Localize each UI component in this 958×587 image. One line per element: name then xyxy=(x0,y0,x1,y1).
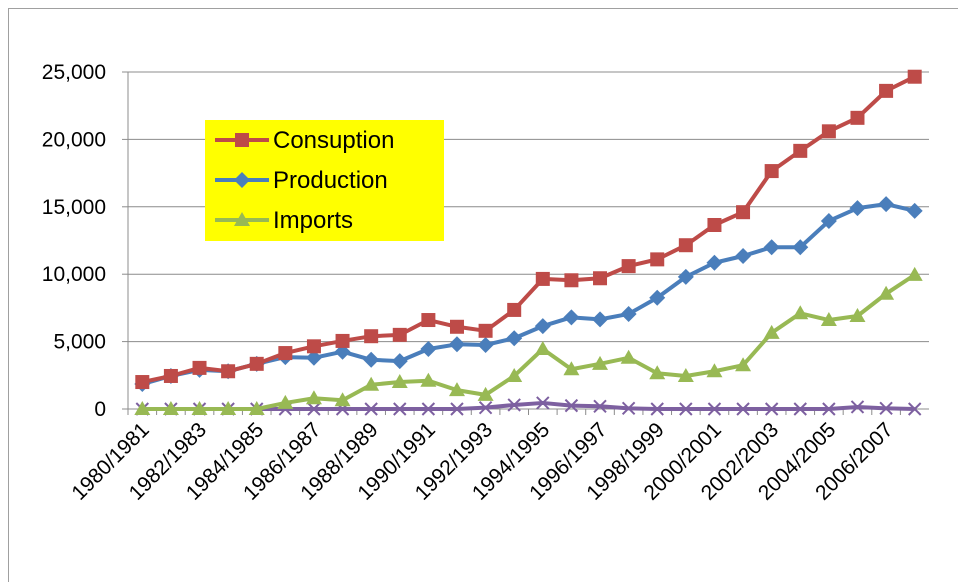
marker xyxy=(449,336,465,352)
marker xyxy=(535,318,551,334)
marker xyxy=(478,337,494,353)
legend-label: Imports xyxy=(273,207,353,234)
marker xyxy=(221,364,235,378)
marker xyxy=(392,353,408,369)
marker xyxy=(506,330,522,346)
marker xyxy=(479,324,493,338)
y-tick-label: 5,000 xyxy=(53,331,106,354)
marker xyxy=(450,320,464,334)
marker xyxy=(908,70,922,84)
marker xyxy=(393,328,407,342)
marker xyxy=(535,341,551,355)
marker xyxy=(363,352,379,368)
marker xyxy=(564,273,578,287)
marker xyxy=(135,375,149,389)
marker xyxy=(879,84,893,98)
marker xyxy=(706,255,722,271)
marker xyxy=(878,196,894,212)
marker xyxy=(792,305,808,319)
marker xyxy=(420,341,436,357)
marker xyxy=(849,200,865,216)
marker xyxy=(650,252,664,266)
marker xyxy=(822,124,836,138)
marker xyxy=(735,248,751,264)
marker xyxy=(621,306,637,322)
marker xyxy=(764,239,780,255)
marker xyxy=(364,329,378,343)
marker xyxy=(278,346,292,360)
marker xyxy=(765,164,779,178)
y-tick-label: 0 xyxy=(94,398,106,421)
marker xyxy=(536,272,550,286)
marker xyxy=(907,203,923,219)
marker xyxy=(307,339,321,353)
marker xyxy=(622,259,636,273)
marker xyxy=(193,361,207,375)
marker xyxy=(850,111,864,125)
marker xyxy=(621,350,637,364)
marker xyxy=(563,309,579,325)
marker xyxy=(593,271,607,285)
marker xyxy=(793,144,807,158)
marker xyxy=(250,357,264,371)
y-tick-label: 20,000 xyxy=(42,128,106,151)
y-tick-label: 25,000 xyxy=(42,61,106,84)
marker xyxy=(679,238,693,252)
marker xyxy=(421,313,435,327)
marker xyxy=(736,205,750,219)
y-tick-label: 10,000 xyxy=(42,263,106,286)
y-tick-label: 15,000 xyxy=(42,196,106,219)
marker xyxy=(336,334,350,348)
marker xyxy=(164,369,178,383)
marker xyxy=(507,303,521,317)
marker xyxy=(592,311,608,327)
legend-marker xyxy=(235,133,249,147)
legend-label: Production xyxy=(273,167,388,194)
legend-label: Consuption xyxy=(273,127,394,154)
marker xyxy=(707,218,721,232)
